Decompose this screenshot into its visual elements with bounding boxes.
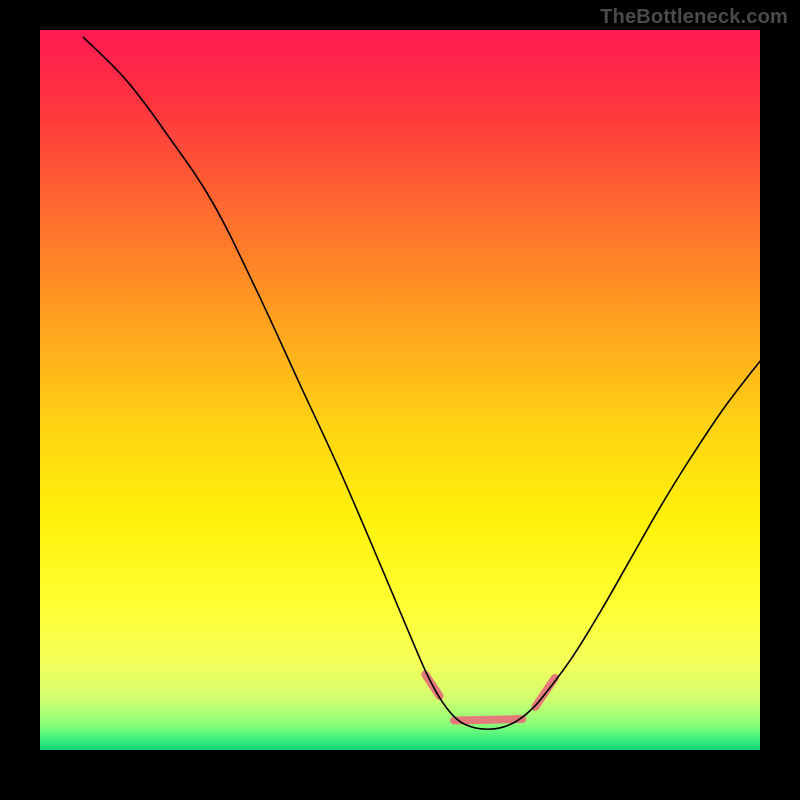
- plot-area: [40, 30, 760, 750]
- chart-container: TheBottleneck.com: [0, 0, 800, 800]
- chart-svg: [40, 30, 760, 750]
- watermark-text: TheBottleneck.com: [600, 6, 788, 29]
- gradient-background: [40, 30, 760, 750]
